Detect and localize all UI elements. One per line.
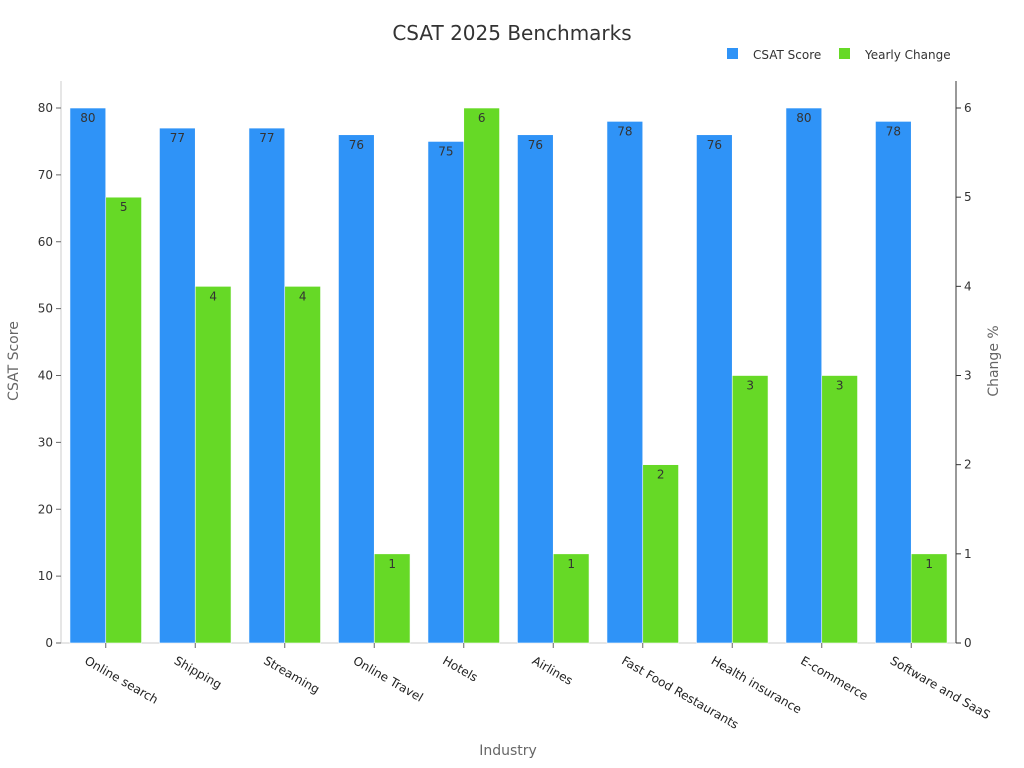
bar-yearly-change: [552, 553, 590, 644]
y-tick-label: 30: [38, 435, 53, 449]
bar-label-yearly-change: 1: [388, 557, 396, 571]
legend-label: CSAT Score: [753, 48, 821, 62]
bar-csat-score: [517, 134, 554, 644]
legend: CSAT Score Yearly Change: [727, 48, 951, 62]
bar-label-yearly-change: 3: [836, 379, 844, 393]
y-tick-label: 50: [38, 302, 53, 316]
legend-swatch: [727, 48, 738, 59]
x-tick-label: Streaming: [261, 653, 322, 696]
chart-title: CSAT 2025 Benchmarks: [392, 21, 631, 45]
plot-area: 0 10 20 30 40 50 60 70 80 0 1 2 3 4 5 6 80 5 Online search…: [38, 81, 993, 732]
y2-axis-title: Change %: [986, 325, 1002, 396]
bar-label-csat-score: 75: [438, 144, 453, 158]
x-tick-label: Online Travel: [351, 653, 426, 704]
bar-csat-score: [159, 127, 196, 644]
bar-label-yearly-change: 4: [299, 289, 307, 303]
bar-label-csat-score: 78: [886, 124, 901, 138]
x-tick-label: Shipping: [172, 653, 224, 691]
bar-label-csat-score: 80: [796, 111, 811, 125]
bar-yearly-change: [463, 107, 500, 644]
bar-yearly-change: [105, 196, 142, 644]
y-tick-label: 40: [38, 369, 53, 383]
y-tick-label: 60: [38, 235, 53, 249]
y-tick-label: 0: [45, 636, 53, 650]
y2-tick-label: 1: [964, 547, 972, 561]
x-tick-label: Hotels: [440, 653, 480, 684]
bar-csat-score: [875, 121, 912, 644]
bar-csat-score: [696, 134, 733, 644]
x-tick-label: Airlines: [530, 653, 575, 687]
bar-yearly-change: [642, 464, 679, 644]
bar-csat-score: [606, 121, 644, 644]
y2-tick-label: 6: [964, 101, 972, 115]
bar-label-yearly-change: 4: [209, 289, 217, 303]
bar-yearly-change: [910, 553, 948, 644]
y2-tick-label: 5: [964, 190, 972, 204]
legend-label: Yearly Change: [864, 48, 951, 62]
y2-tick-label: 2: [964, 458, 972, 472]
bar-csat-score: [338, 134, 375, 644]
y-axis-title: CSAT Score: [6, 321, 22, 401]
bar-yearly-change: [731, 375, 769, 644]
bar-csat-score: [69, 107, 107, 644]
bar-label-csat-score: 77: [170, 131, 185, 145]
bar-label-yearly-change: 3: [746, 379, 754, 393]
bar-label-csat-score: 78: [617, 124, 632, 138]
bar-label-yearly-change: 1: [925, 557, 933, 571]
x-tick-label: E-commerce: [798, 653, 870, 703]
bar-label-csat-score: 80: [80, 111, 95, 125]
y-tick-label: 10: [38, 569, 53, 583]
bar-label-yearly-change: 2: [657, 468, 665, 482]
y-tick-label: 80: [38, 101, 53, 115]
bar-label-csat-score: 76: [528, 138, 543, 152]
x-axis-title: Industry: [479, 743, 537, 759]
bar-yearly-change: [284, 286, 321, 644]
bar-label-csat-score: 76: [707, 138, 722, 152]
y2-tick-label: 3: [964, 369, 972, 383]
bar-yearly-change: [373, 553, 411, 644]
x-tick-label: Online search: [82, 653, 160, 706]
y2-tick-label: 4: [964, 279, 972, 293]
bar-label-yearly-change: 5: [120, 200, 128, 214]
bar-yearly-change: [821, 375, 858, 644]
bar-label-csat-score: 76: [349, 138, 364, 152]
bar-csat-score: [427, 141, 465, 644]
bar-label-yearly-change: 6: [478, 111, 486, 125]
x-tick-label: Software and SaaS: [888, 653, 993, 722]
legend-swatch: [839, 48, 850, 59]
y2-tick-label: 0: [964, 636, 972, 650]
bar-label-csat-score: 77: [259, 131, 274, 145]
bar-csat-score: [785, 107, 823, 644]
y-tick-label: 20: [38, 502, 53, 516]
y-tick-label: 70: [38, 168, 53, 182]
bar-csat-score: [248, 127, 286, 644]
x-tick-label: Health insurance: [709, 653, 804, 716]
bar-label-yearly-change: 1: [567, 557, 575, 571]
bar-yearly-change: [194, 286, 232, 644]
